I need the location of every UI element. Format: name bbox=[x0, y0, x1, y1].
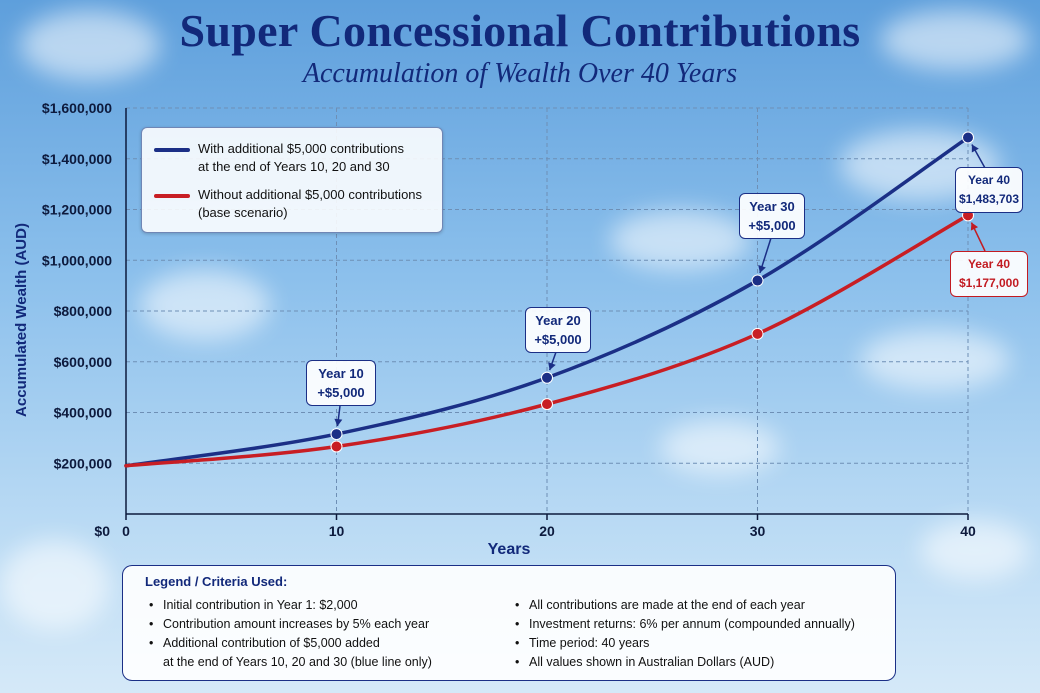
y-tick-label: $800,000 bbox=[54, 303, 113, 319]
x-axis-title: Years bbox=[488, 541, 531, 558]
criteria-item: Time period: 40 years bbox=[511, 634, 891, 652]
data-point-with-contributions bbox=[751, 274, 764, 287]
callout-year-40-base-value: $1,177,000 bbox=[958, 276, 1020, 290]
callout-year-30: Year 30 +$5,000 bbox=[739, 193, 805, 239]
callout-arrowhead bbox=[970, 222, 979, 231]
callout-year-40-with: Year 40 $1,483,703 bbox=[955, 167, 1023, 213]
callout-year-30-label: Year 30 bbox=[749, 199, 795, 214]
criteria-item-continuation: at the end of Years 10, 20 and 30 (blue … bbox=[163, 655, 432, 669]
callout-arrowhead bbox=[548, 362, 556, 371]
callout-year-40-with-value: $1,483,703 bbox=[958, 192, 1020, 206]
callout-year-40-base-label: Year 40 bbox=[967, 257, 1011, 271]
callout-year-40-base: Year 40 $1,177,000 bbox=[950, 251, 1028, 297]
legend-label-blue-line1: With additional $5,000 contributions bbox=[198, 141, 404, 156]
cloud bbox=[660, 420, 780, 475]
y-tick-label: $1,600,000 bbox=[42, 100, 112, 116]
criteria-list-left: Initial contribution in Year 1: $2,000 C… bbox=[145, 596, 505, 672]
cloud bbox=[20, 10, 160, 80]
y-tick-label: $0 bbox=[94, 523, 110, 539]
cloud bbox=[140, 270, 270, 340]
criteria-item: Additional contribution of $5,000 added bbox=[145, 634, 505, 652]
data-point-base bbox=[330, 440, 343, 453]
chart-legend: With additional $5,000 contributions at … bbox=[141, 127, 443, 233]
callout-arrowhead bbox=[758, 265, 766, 273]
callout-arrowhead bbox=[971, 144, 979, 153]
callout-arrowhead bbox=[334, 418, 343, 427]
y-tick-label: $600,000 bbox=[54, 354, 113, 370]
legend-swatch-red bbox=[154, 194, 190, 198]
y-axis-title: Accumulated Wealth (AUD) bbox=[13, 223, 30, 417]
criteria-item: Contribution amount increases by 5% each… bbox=[145, 615, 505, 633]
x-tick-label: 0 bbox=[122, 523, 130, 539]
callout-year-20-label: Year 20 bbox=[535, 313, 581, 328]
callout-year-20-value: +$5,000 bbox=[534, 332, 582, 347]
criteria-item: Initial contribution in Year 1: $2,000 bbox=[145, 596, 505, 614]
x-tick-label: 10 bbox=[329, 523, 345, 539]
criteria-item: Investment returns: 6% per annum (compou… bbox=[511, 615, 891, 633]
callout-year-30-value: +$5,000 bbox=[748, 218, 796, 233]
cloud bbox=[0, 540, 110, 630]
callout-year-10-label: Year 10 bbox=[318, 366, 364, 381]
callout-year-40-with-label: Year 40 bbox=[967, 173, 1011, 187]
y-tick-label: $1,200,000 bbox=[42, 202, 112, 218]
data-point-with-contributions bbox=[962, 131, 974, 144]
callout-year-10-value: +$5,000 bbox=[317, 385, 365, 400]
criteria-item: All contributions are made at the end of… bbox=[511, 596, 891, 614]
data-point-with-contributions bbox=[541, 371, 553, 384]
data-point-base bbox=[751, 327, 764, 340]
cloud bbox=[920, 520, 1030, 580]
y-tick-label: $1,000,000 bbox=[42, 252, 112, 268]
x-tick-label: 20 bbox=[539, 523, 555, 539]
criteria-box: Legend / Criteria Used: Initial contribu… bbox=[122, 565, 896, 681]
x-tick-label: 40 bbox=[960, 523, 976, 539]
data-point-with-contributions bbox=[330, 428, 343, 441]
y-tick-label: $1,400,000 bbox=[42, 151, 112, 167]
cloud bbox=[880, 10, 1030, 70]
callout-year-10: Year 10 +$5,000 bbox=[306, 360, 376, 406]
legend-label-blue-line2: at the end of Years 10, 20 and 30 bbox=[198, 159, 390, 174]
y-tick-label: $200,000 bbox=[54, 455, 113, 471]
criteria-list-right: All contributions are made at the end of… bbox=[511, 596, 891, 672]
data-point-base bbox=[541, 398, 553, 411]
legend-label-red-line2: (base scenario) bbox=[198, 205, 288, 220]
legend-swatch-blue bbox=[154, 148, 190, 152]
x-tick-label: 30 bbox=[750, 523, 766, 539]
callout-year-20: Year 20 +$5,000 bbox=[525, 307, 591, 353]
chart-title: Super Concessional Contributions bbox=[179, 5, 861, 56]
y-tick-label: $400,000 bbox=[54, 405, 113, 421]
criteria-title: Legend / Criteria Used: bbox=[145, 574, 288, 589]
cloud bbox=[860, 330, 1010, 390]
criteria-item: All values shown in Australian Dollars (… bbox=[511, 653, 891, 671]
chart-subtitle: Accumulation of Wealth Over 40 Years bbox=[302, 58, 738, 89]
legend-label-red-line1: Without additional $5,000 contributions bbox=[198, 187, 423, 202]
